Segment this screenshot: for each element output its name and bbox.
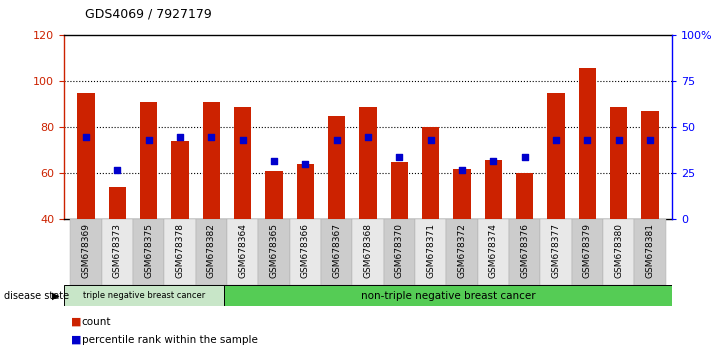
Text: GSM678377: GSM678377 [552, 223, 560, 278]
Bar [289, 219, 321, 285]
Bar [227, 219, 258, 285]
Text: GSM678375: GSM678375 [144, 223, 153, 278]
Bar [634, 219, 665, 285]
Bar [384, 219, 415, 285]
Bar [610, 107, 627, 219]
Text: non-triple negative breast cancer: non-triple negative breast cancer [360, 291, 535, 301]
Text: ▶: ▶ [51, 291, 59, 301]
Point [488, 158, 499, 164]
Bar [485, 160, 502, 219]
Point [363, 134, 374, 139]
Text: GSM678366: GSM678366 [301, 223, 310, 278]
Bar [328, 116, 346, 219]
Bar [509, 219, 540, 285]
Bar [77, 93, 95, 219]
Bar [447, 219, 478, 285]
Point [394, 154, 405, 160]
Point [237, 137, 248, 143]
Bar [540, 219, 572, 285]
Point [112, 167, 123, 173]
Bar [415, 219, 447, 285]
Bar [454, 169, 471, 219]
Bar [171, 141, 188, 219]
Text: GSM678371: GSM678371 [426, 223, 435, 278]
Text: disease state: disease state [4, 291, 69, 301]
Point [299, 161, 311, 167]
Text: GSM678367: GSM678367 [332, 223, 341, 278]
Point [205, 134, 217, 139]
Bar [133, 219, 164, 285]
Bar [422, 127, 439, 219]
Text: ■: ■ [71, 317, 82, 327]
Text: GSM678381: GSM678381 [646, 223, 654, 278]
Text: GSM678378: GSM678378 [176, 223, 184, 278]
Bar [234, 107, 251, 219]
Point [80, 134, 92, 139]
Bar [203, 102, 220, 219]
Bar [572, 219, 603, 285]
Bar [258, 219, 289, 285]
Bar [321, 219, 352, 285]
Bar [352, 219, 384, 285]
Text: GDS4069 / 7927179: GDS4069 / 7927179 [85, 7, 212, 20]
Text: GSM678373: GSM678373 [113, 223, 122, 278]
Bar [296, 164, 314, 219]
Text: percentile rank within the sample: percentile rank within the sample [82, 335, 257, 345]
Text: GSM678365: GSM678365 [269, 223, 279, 278]
Text: GSM678380: GSM678380 [614, 223, 623, 278]
Point [550, 137, 562, 143]
Bar [109, 187, 126, 219]
Text: GSM678368: GSM678368 [363, 223, 373, 278]
Text: GSM678364: GSM678364 [238, 223, 247, 278]
Point [613, 137, 624, 143]
Bar [64, 285, 224, 306]
Bar [140, 102, 157, 219]
Text: GSM678382: GSM678382 [207, 223, 215, 278]
Point [143, 137, 154, 143]
Bar [70, 219, 102, 285]
Bar [196, 219, 227, 285]
Bar [579, 68, 596, 219]
Bar [603, 219, 634, 285]
Point [644, 137, 656, 143]
Text: GSM678369: GSM678369 [82, 223, 90, 278]
Text: GSM678379: GSM678379 [583, 223, 592, 278]
Text: ■: ■ [71, 335, 82, 345]
Text: triple negative breast cancer: triple negative breast cancer [83, 291, 205, 300]
Bar [547, 93, 565, 219]
Point [331, 137, 342, 143]
Bar [359, 107, 377, 219]
Bar [164, 219, 196, 285]
Point [425, 137, 437, 143]
Point [174, 134, 186, 139]
Point [519, 154, 530, 160]
Bar [265, 171, 282, 219]
Bar [102, 219, 133, 285]
Text: count: count [82, 317, 111, 327]
Point [268, 158, 279, 164]
Bar [390, 162, 408, 219]
Text: GSM678370: GSM678370 [395, 223, 404, 278]
Text: GSM678372: GSM678372 [457, 223, 466, 278]
Bar [224, 285, 672, 306]
Text: GSM678374: GSM678374 [488, 223, 498, 278]
Point [582, 137, 593, 143]
Text: GSM678376: GSM678376 [520, 223, 529, 278]
Bar [641, 111, 658, 219]
Bar [478, 219, 509, 285]
Bar [516, 173, 533, 219]
Point [456, 167, 468, 173]
